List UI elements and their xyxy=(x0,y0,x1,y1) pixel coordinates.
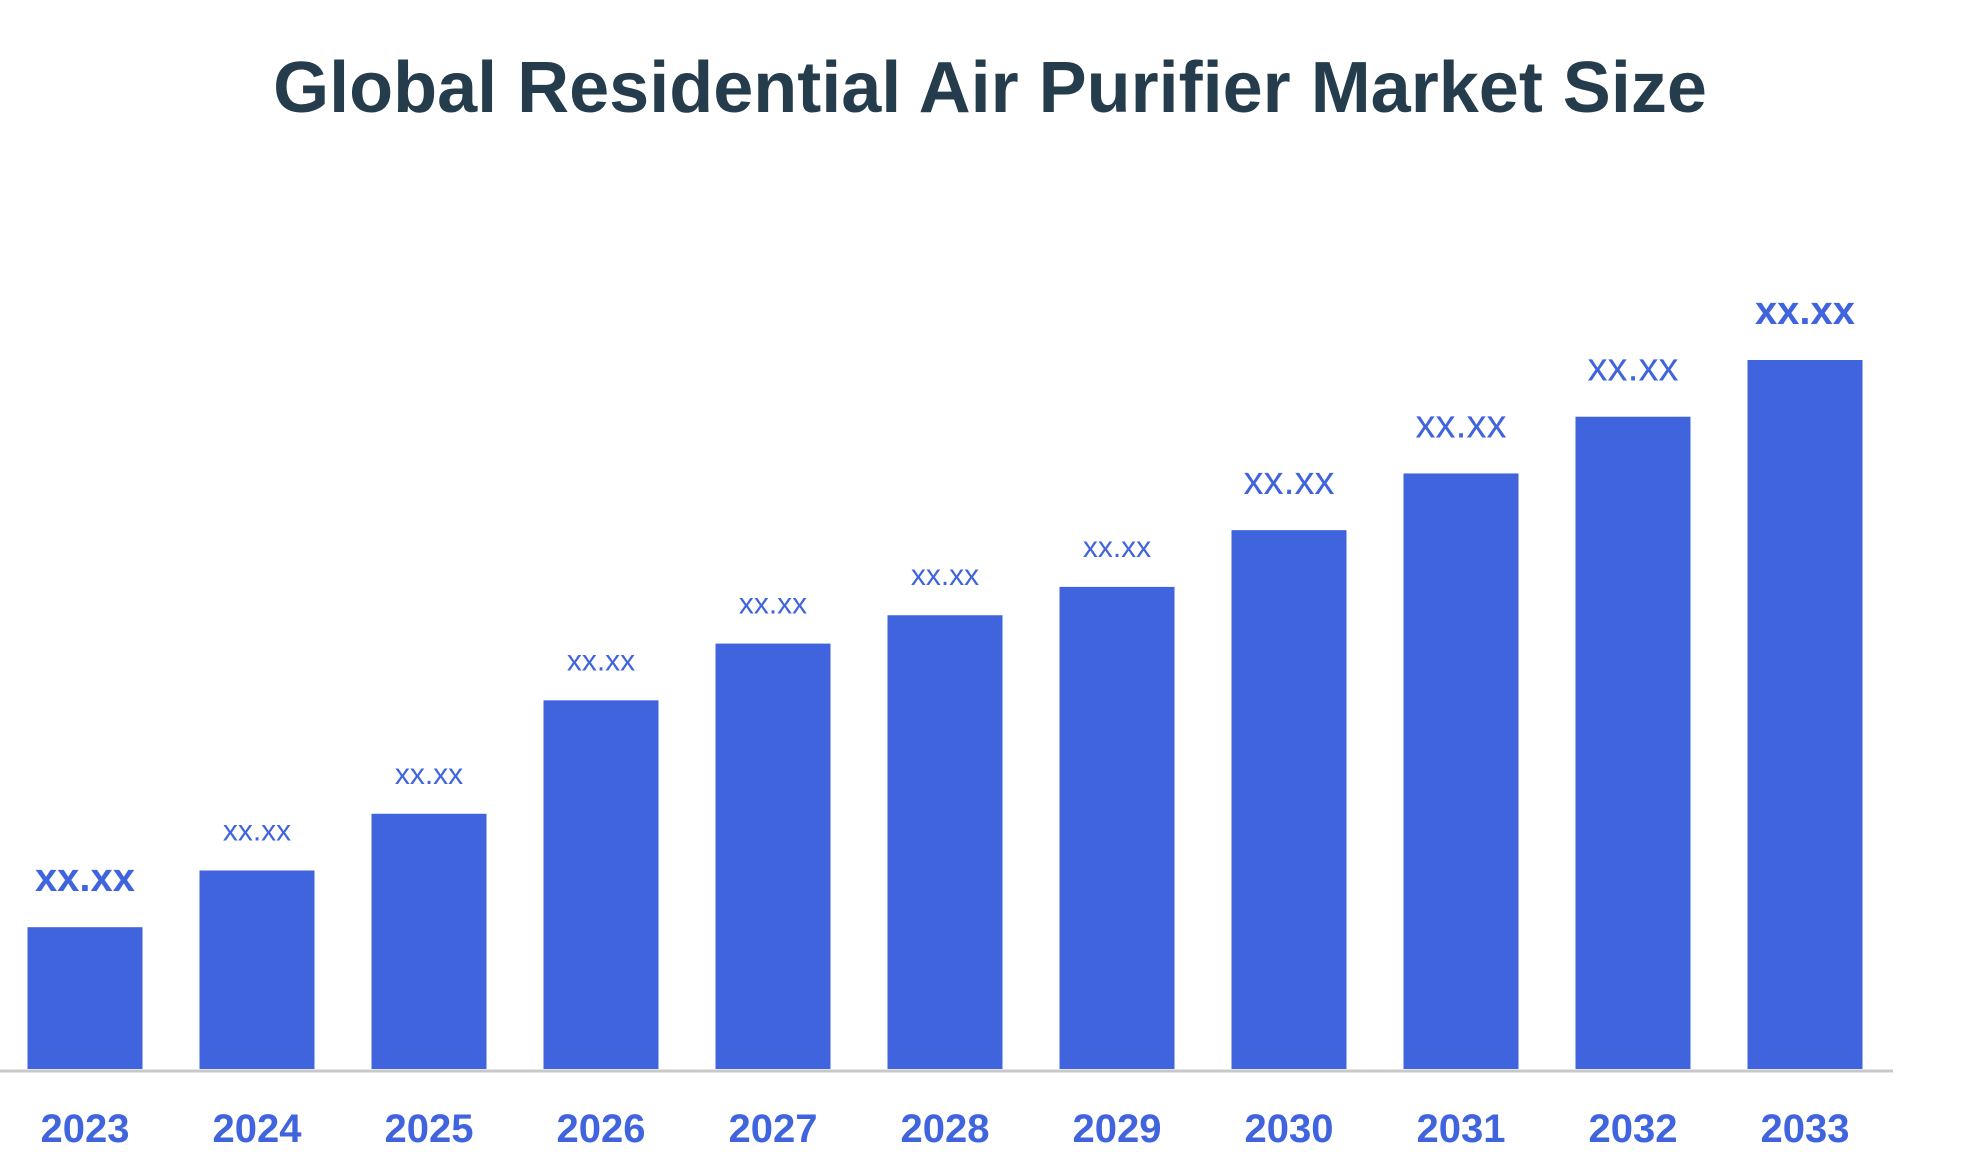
bar-2031 xyxy=(1403,473,1519,1069)
x-tick-label-2032: 2032 xyxy=(1589,1107,1678,1151)
chart-title: Global Residential Air Purifier Market S… xyxy=(273,48,1707,128)
data-label-2033: xx.xx xyxy=(1755,289,1855,333)
x-tick-label-2025: 2025 xyxy=(385,1107,474,1151)
x-tick-label-2026: 2026 xyxy=(557,1107,646,1151)
bar-2026 xyxy=(543,700,659,1069)
x-tick-label-2030: 2030 xyxy=(1245,1107,1334,1151)
x-tick-labels-group: 2023 2024 2025 2026 2027 2028 2029 2030 2031 2032… xyxy=(41,1107,1850,1151)
data-label-2024: xx.xx xyxy=(223,814,291,847)
bar-2030 xyxy=(1231,530,1347,1069)
x-tick-label-2028: 2028 xyxy=(901,1107,990,1151)
bar-2025 xyxy=(371,813,487,1069)
bar-2023 xyxy=(27,927,143,1069)
x-tick-label-2023: 2023 xyxy=(41,1107,130,1151)
data-label-2028: xx.xx xyxy=(911,559,979,592)
x-tick-label-2031: 2031 xyxy=(1417,1107,1506,1151)
bar-2024 xyxy=(199,870,315,1069)
data-label-2027: xx.xx xyxy=(739,588,807,621)
data-label-2029: xx.xx xyxy=(1083,531,1151,564)
data-label-2023: xx.xx xyxy=(35,856,135,900)
x-tick-label-2024: 2024 xyxy=(213,1107,303,1151)
data-label-2025: xx.xx xyxy=(395,758,463,791)
x-tick-label-2027: 2027 xyxy=(729,1107,818,1151)
data-labels-group: xx.xx xx.xx xx.xx xx.xx xx.xx xx.xx xx.xx xx.xx… xyxy=(35,289,1855,900)
x-tick-label-2033: 2033 xyxy=(1761,1107,1850,1151)
data-label-2032: xx.xx xyxy=(1587,346,1678,390)
data-label-2026: xx.xx xyxy=(567,644,635,677)
bars-group xyxy=(27,360,1863,1070)
data-label-2031: xx.xx xyxy=(1415,402,1506,446)
x-tick-label-2029: 2029 xyxy=(1073,1107,1162,1151)
bar-2032 xyxy=(1575,416,1691,1070)
data-label-2030: xx.xx xyxy=(1243,459,1334,503)
bar-2033 xyxy=(1747,360,1863,1069)
bar-2029 xyxy=(1059,586,1175,1069)
bar-2027 xyxy=(715,643,831,1069)
bar-2028 xyxy=(887,615,1003,1069)
